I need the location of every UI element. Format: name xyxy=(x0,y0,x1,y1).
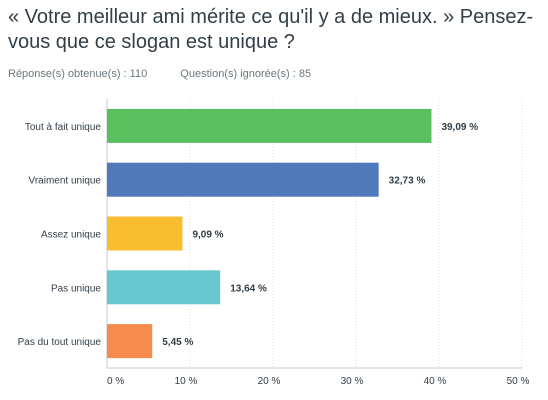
category-label: Vraiment unique xyxy=(29,176,102,187)
value-label: 32,73 % xyxy=(389,176,426,187)
x-tick-label: 30 % xyxy=(341,376,364,387)
x-tick-label: 20 % xyxy=(258,376,281,387)
value-label: 5,45 % xyxy=(162,337,193,348)
responses-count: Réponse(s) obtenue(s) : 110 xyxy=(8,68,148,80)
bar xyxy=(107,162,379,197)
value-label: 39,09 % xyxy=(441,122,478,133)
bar xyxy=(107,270,221,305)
x-tick-label: 50 % xyxy=(507,376,530,387)
x-tick-label: 0 % xyxy=(107,376,124,387)
x-tick-label: 40 % xyxy=(424,376,447,387)
ignored-count: Question(s) ignorée(s) : 85 xyxy=(180,68,312,80)
value-label: 13,64 % xyxy=(230,283,267,294)
response-stats: Réponse(s) obtenue(s) : 110 Question(s) … xyxy=(8,68,341,80)
question-title: « Votre meilleur ami mérite ce qu'il y a… xyxy=(8,6,534,53)
category-label: Tout à fait unique xyxy=(25,122,102,133)
category-label: Pas unique xyxy=(51,283,101,294)
value-label: 9,09 % xyxy=(192,230,223,241)
x-tick-label: 10 % xyxy=(175,376,198,387)
bar xyxy=(107,324,153,359)
category-label: Assez unique xyxy=(41,230,101,241)
category-label: Pas du tout unique xyxy=(18,337,102,348)
bar xyxy=(107,216,183,251)
bar xyxy=(107,108,432,143)
